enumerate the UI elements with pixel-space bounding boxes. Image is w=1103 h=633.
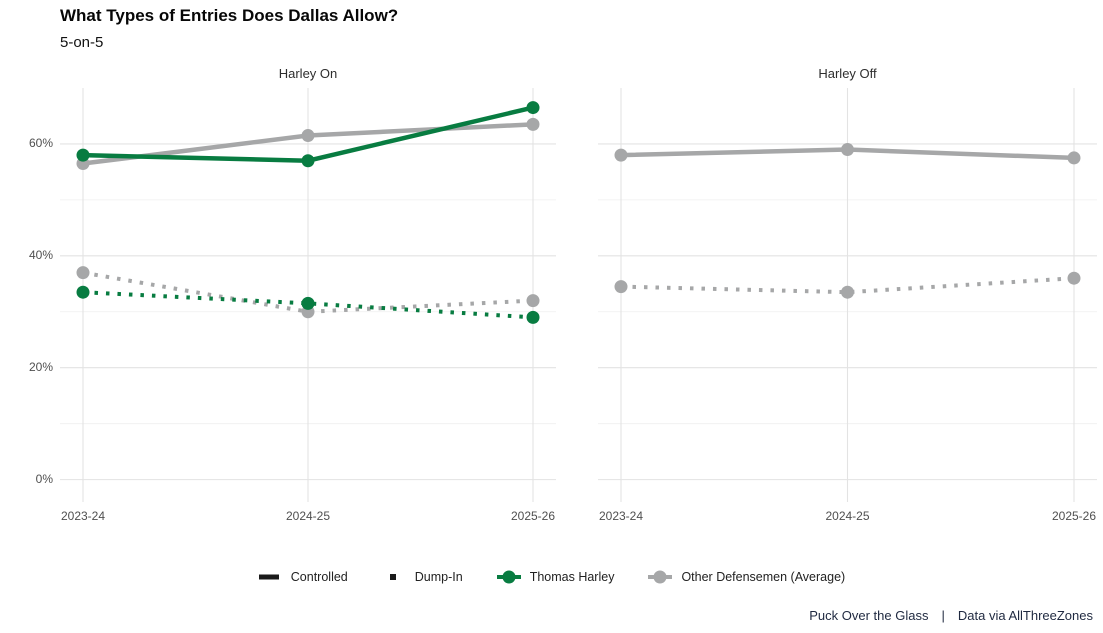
legend-swatch-icon bbox=[258, 574, 279, 580]
legend-swatch-icon bbox=[648, 570, 673, 584]
x-axis-label: 2025-26 bbox=[1052, 509, 1096, 523]
caption-separator: | bbox=[941, 608, 945, 623]
data-point bbox=[614, 280, 628, 294]
x-axis-label: 2024-25 bbox=[286, 509, 330, 523]
y-axis-label: 20% bbox=[28, 359, 53, 374]
chart-subtitle: 5-on-5 bbox=[60, 34, 104, 51]
data-point bbox=[614, 148, 628, 162]
chart-legend: Controlled Dump-In Thomas Harley Other Defe… bbox=[0, 569, 1103, 585]
line-chart-harley-on: 2023-24 2024-25 2025-26 bbox=[60, 88, 556, 523]
data-point bbox=[1067, 151, 1081, 165]
x-axis-label: 2025-26 bbox=[511, 509, 555, 523]
data-point bbox=[76, 266, 90, 280]
data-point bbox=[301, 154, 315, 168]
x-axis-label: 2023-24 bbox=[61, 509, 105, 523]
data-point bbox=[301, 296, 315, 310]
y-axis-label: 0% bbox=[35, 471, 53, 486]
chart-title: What Types of Entries Does Dallas Allow? bbox=[60, 6, 399, 25]
facet-title-harley-off: Harley Off bbox=[818, 66, 877, 81]
legend-swatch-icon bbox=[496, 570, 521, 584]
caption-source: Puck Over the Glass bbox=[809, 608, 929, 623]
data-point bbox=[841, 285, 854, 299]
data-point bbox=[1067, 271, 1081, 285]
legend-label: Other Defensemen (Average) bbox=[681, 570, 846, 584]
data-point bbox=[526, 101, 540, 115]
x-axis-label: 2024-25 bbox=[825, 509, 869, 523]
data-point bbox=[526, 294, 540, 308]
y-axis-label: 60% bbox=[28, 135, 53, 150]
y-axis-label: 40% bbox=[28, 247, 53, 262]
caption-data-credit: Data via AllThreeZones bbox=[957, 608, 1093, 623]
x-axis-label: 2023-24 bbox=[599, 509, 643, 523]
legend-item: Thomas Harley bbox=[496, 569, 615, 585]
legend-item: Other Defensemen (Average) bbox=[648, 569, 845, 585]
legend-label: Controlled bbox=[290, 570, 348, 584]
data-point bbox=[76, 285, 90, 299]
facet-panel-harley-on: Harley On 2023-24 2024-25 2025-26 bbox=[60, 64, 556, 528]
data-point bbox=[841, 143, 854, 157]
legend-label: Thomas Harley bbox=[529, 570, 615, 584]
chart-caption: Puck Over the Glass | Data via AllThreeZ… bbox=[809, 608, 1093, 623]
data-point bbox=[526, 117, 540, 131]
data-point bbox=[76, 148, 90, 162]
line-chart-harley-off: 2023-24 2024-25 2025-26 bbox=[598, 88, 1097, 523]
legend-label: Dump-In bbox=[414, 570, 463, 584]
facet-panel-harley-off: Harley Off 2023-24 2024-25 2025-26 bbox=[598, 64, 1097, 528]
legend-item: Controlled bbox=[258, 569, 348, 585]
data-point bbox=[301, 129, 315, 143]
legend-swatch-icon bbox=[389, 574, 396, 580]
legend-item: Dump-In bbox=[382, 569, 463, 585]
data-point bbox=[526, 310, 540, 324]
facet-title-harley-on: Harley On bbox=[278, 66, 338, 81]
